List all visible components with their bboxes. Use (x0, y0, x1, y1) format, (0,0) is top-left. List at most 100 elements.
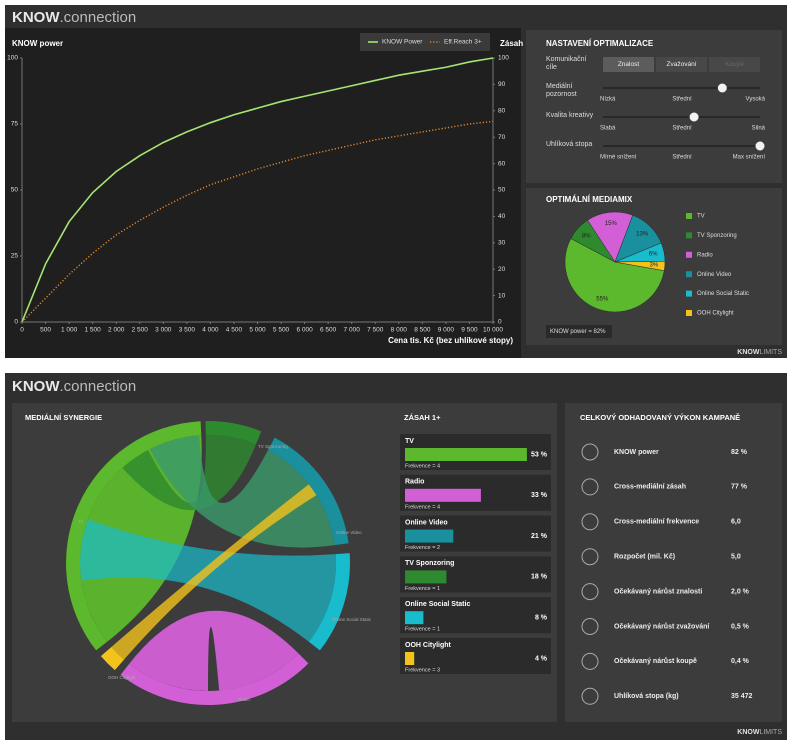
reach-frequency: Frekvence = 3 (405, 667, 440, 673)
kpi-label: Očekávaný nárůst koupě (614, 657, 697, 665)
x-tick-label: 4 500 (226, 327, 243, 334)
chart-title: KNOW power (12, 39, 63, 48)
brand-light: .connection (60, 9, 137, 26)
setting-label: Kvalita kreativy (546, 112, 594, 119)
kpi-icon (581, 583, 599, 601)
x-axis-title: Cena tis. Kč (bez uhlíkové stopy) (388, 336, 513, 345)
y2-tick-label: 0 (498, 319, 502, 326)
footer-brand: KNOWLIMITS (737, 349, 782, 356)
goal-button-label[interactable]: Koupě (725, 61, 744, 68)
chord-arc (268, 437, 349, 546)
y-tick-label: 25 (11, 253, 19, 260)
slider-knob[interactable] (689, 112, 699, 122)
brand-light: .connection (60, 378, 137, 395)
reach-name: Online Video (405, 519, 448, 526)
slider-stop: Střední (672, 155, 692, 161)
kpi-label: Cross-mediální zásah (614, 484, 686, 491)
y-tick-label: 75 (11, 121, 19, 128)
x-tick-label: 500 (40, 327, 51, 334)
reach-frequency: Frekvence = 2 (405, 545, 440, 551)
y2-tick-label: 60 (498, 160, 506, 167)
legend-label: OOH Citylight (697, 311, 734, 317)
brand-bold: KNOW (12, 9, 60, 26)
x-tick-label: 5 500 (273, 327, 290, 334)
y2-tick-label: 50 (498, 187, 506, 194)
series-line (21, 120, 494, 323)
goal-button-label[interactable]: Znalost (618, 61, 640, 68)
goal-button[interactable] (709, 57, 760, 72)
legend-label: Online Video (697, 272, 732, 278)
setting-label: Uhlíková stopa (546, 141, 593, 148)
kpi-label: Očekávaný nárůst zvažování (614, 622, 710, 630)
slider-knob[interactable] (717, 83, 727, 93)
chord-ribbon (111, 484, 317, 660)
kpi-label: KNOW power (614, 449, 659, 456)
reach-value: 4 % (535, 655, 548, 662)
x-tick-label: 1 500 (85, 327, 102, 334)
setting-label: Mediální pozornost (546, 83, 577, 98)
goal-button-label[interactable]: Zvažování (667, 61, 697, 68)
chord-label: TV Sponzoring (258, 444, 288, 449)
x-tick-label: 2 500 (132, 327, 149, 334)
reach-card (400, 638, 551, 674)
y2-tick-label: 90 (498, 81, 506, 88)
x-tick-label: 2 000 (108, 327, 125, 334)
footer-light: LIMITS (759, 349, 782, 356)
goal-button[interactable] (603, 57, 654, 72)
chord-label: Online Social Static (332, 617, 372, 622)
chord-arc (205, 421, 262, 445)
x-tick-label: 6 500 (320, 327, 337, 334)
legend-label: Radio (697, 252, 713, 258)
legend-swatch (686, 271, 692, 278)
chord-label: Radio (238, 697, 250, 702)
slider-stop: Max snížení (733, 155, 766, 161)
slider-knob[interactable] (755, 141, 765, 151)
chord-ribbon (129, 610, 299, 691)
x-tick-label: 6 000 (296, 327, 313, 334)
chord-arc (120, 653, 309, 705)
chart-title: OPTIMÁLNÍ MEDIAMIX (546, 195, 633, 204)
reach-bar (405, 652, 415, 665)
y-tick-label: 50 (11, 187, 19, 194)
y2-axis-title: Zásah (500, 39, 523, 48)
chord-arc (100, 646, 125, 671)
chord-label: Tv (78, 519, 84, 524)
chord-label: OOH Citylight (108, 675, 136, 680)
reach-frequency: Frekvence = 4 (405, 504, 440, 510)
footer-bold: KNOW (737, 729, 760, 736)
slider-stop: Silná (752, 126, 766, 132)
x-tick-label: 3 000 (155, 327, 172, 334)
performance-panel (565, 403, 782, 722)
settings-panel (526, 30, 782, 183)
kpi-label: Cross-mediální frekvence (614, 519, 699, 526)
pie-label: 6% (649, 252, 658, 258)
y2-tick-label: 80 (498, 108, 506, 115)
kpi-icon (581, 652, 599, 670)
chord-label: Online Video (336, 530, 362, 535)
kpi-icon (581, 478, 599, 496)
goal-button[interactable] (656, 57, 707, 72)
reach-name: Radio (405, 479, 424, 486)
series-line (21, 57, 494, 323)
y2-tick-label: 20 (498, 266, 506, 273)
legend-swatch (686, 213, 692, 219)
reach-name: TV (405, 438, 414, 445)
reach-bar (405, 488, 481, 502)
y2-tick-label: 70 (498, 134, 506, 141)
x-tick-label: 8 000 (391, 327, 408, 334)
legend-label: TV Sponzoring (697, 233, 737, 239)
legend-swatch (686, 310, 692, 316)
legend-label: KNOW Power (382, 39, 423, 46)
reach-frequency: Frekvence = 1 (405, 627, 440, 633)
chord-ribbon (122, 435, 256, 511)
slider-stop: Střední (672, 97, 692, 103)
chord-arc (308, 553, 350, 651)
slider-stop: Slabá (600, 126, 616, 132)
note: KNOW power = 82% (550, 329, 606, 335)
pie-label: 13% (636, 232, 649, 238)
x-tick-label: 5 000 (249, 327, 266, 334)
x-tick-label: 10 000 (483, 327, 503, 334)
legend-label: TV (697, 214, 705, 220)
